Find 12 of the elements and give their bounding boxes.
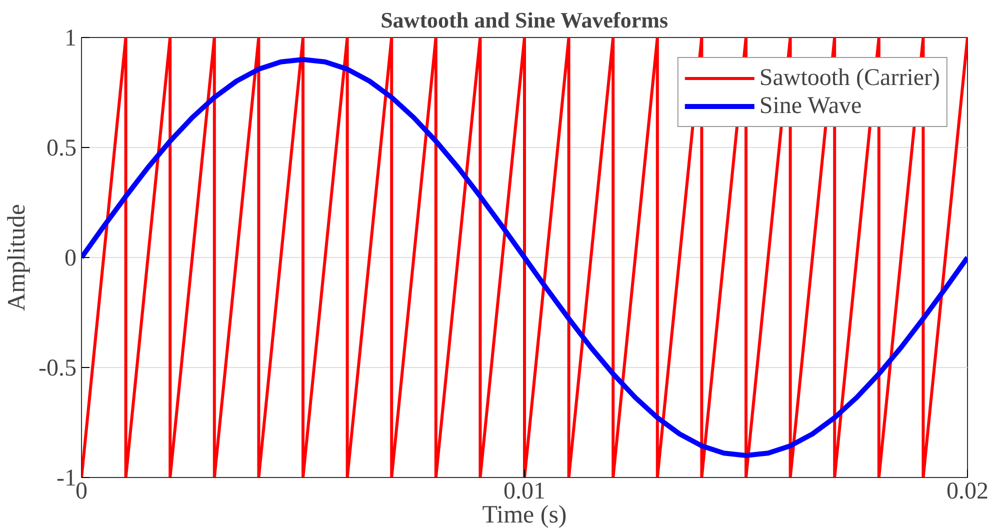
y-tick-label: -1 bbox=[56, 466, 77, 492]
y-axis-title: Amplitude bbox=[4, 204, 31, 311]
y-tick-label: 1 bbox=[64, 26, 76, 52]
x-tick-label: 0.02 bbox=[946, 478, 988, 504]
y-tick-label: 0.5 bbox=[46, 136, 76, 162]
x-tick-label: 0.01 bbox=[504, 478, 546, 504]
chart-title: Sawtooth and Sine Waveforms bbox=[380, 8, 668, 32]
y-tick-label: -0.5 bbox=[38, 356, 77, 382]
legend-label: Sawtooth (Carrier) bbox=[759, 64, 940, 92]
y-tick-label: 0 bbox=[64, 246, 76, 272]
x-axis-title: Time (s) bbox=[482, 502, 567, 528]
legend-label: Sine Wave bbox=[759, 92, 862, 120]
